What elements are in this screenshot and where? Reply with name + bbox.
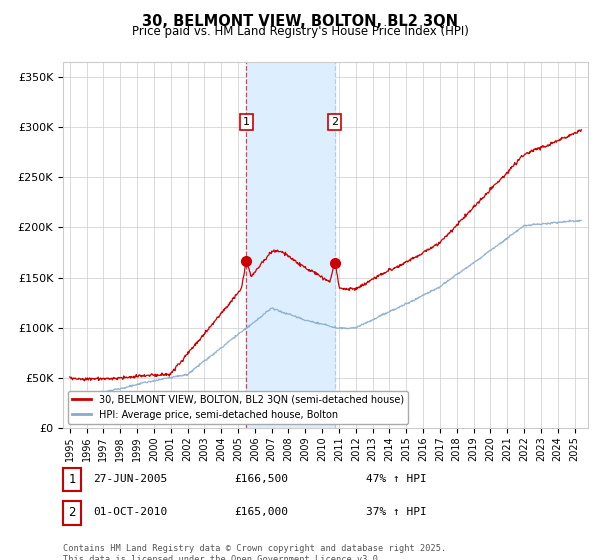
Text: 47% ↑ HPI: 47% ↑ HPI	[366, 474, 427, 484]
Text: £165,000: £165,000	[234, 507, 288, 517]
Text: 30, BELMONT VIEW, BOLTON, BL2 3QN: 30, BELMONT VIEW, BOLTON, BL2 3QN	[142, 14, 458, 29]
Text: 1: 1	[243, 117, 250, 127]
Text: Price paid vs. HM Land Registry's House Price Index (HPI): Price paid vs. HM Land Registry's House …	[131, 25, 469, 38]
Text: 2: 2	[68, 506, 76, 520]
Text: 01-OCT-2010: 01-OCT-2010	[93, 507, 167, 517]
Text: 37% ↑ HPI: 37% ↑ HPI	[366, 507, 427, 517]
Bar	[246, 62, 335, 428]
Text: 2: 2	[331, 117, 338, 127]
Text: Contains HM Land Registry data © Crown copyright and database right 2025.
This d: Contains HM Land Registry data © Crown c…	[63, 544, 446, 560]
Text: 27-JUN-2005: 27-JUN-2005	[93, 474, 167, 484]
Text: 1: 1	[68, 473, 76, 486]
Legend: 30, BELMONT VIEW, BOLTON, BL2 3QN (semi-detached house), HPI: Average price, sem: 30, BELMONT VIEW, BOLTON, BL2 3QN (semi-…	[68, 391, 408, 423]
Text: £166,500: £166,500	[234, 474, 288, 484]
